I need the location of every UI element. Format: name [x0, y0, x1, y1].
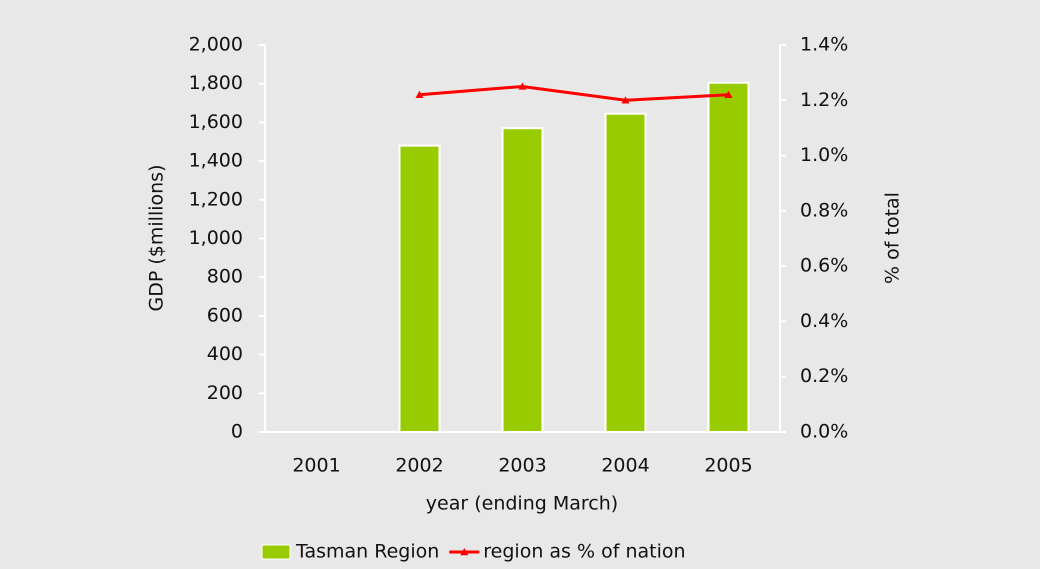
y-tick-label: 400 [207, 343, 243, 365]
y2-tick-label: 0.2% [800, 365, 848, 387]
y2-axis-title: % of total [882, 192, 904, 284]
line-marker [415, 90, 424, 98]
bar [398, 144, 441, 433]
line-marker [621, 96, 630, 104]
y2-tick-label: 0.6% [800, 255, 848, 277]
legend-marker [460, 548, 469, 556]
y2-tick-label: 0.4% [800, 310, 848, 332]
y2-tick-label: 1.0% [800, 144, 848, 166]
y-tick-label: 1,400 [189, 150, 243, 172]
line-marker [518, 82, 527, 90]
y-tick-label: 800 [207, 266, 243, 288]
y-tick-label: 0 [231, 421, 243, 443]
line [419, 84, 729, 102]
y-tick-label: 600 [207, 304, 243, 326]
legend-label: Tasman Region [295, 541, 439, 563]
bar [707, 81, 750, 433]
y-tick-label: 1,000 [189, 227, 243, 249]
y2-tick-label: 0.8% [800, 199, 848, 221]
y2-tick-label: 1.2% [800, 89, 848, 111]
x-tick-label: 2001 [292, 455, 340, 477]
bar [604, 112, 647, 433]
legend-swatch [261, 544, 291, 560]
y2-tick-label: 1.4% [800, 34, 848, 56]
y-tick-label: 1,200 [189, 188, 243, 210]
y2-tick-label: 0.0% [800, 421, 848, 443]
y-axis-title: GDP ($millions) [146, 165, 168, 312]
legend-label: region as % of nation [483, 541, 685, 563]
x-tick-label: 2003 [498, 455, 546, 477]
y-tick-label: 2,000 [189, 34, 243, 56]
x-axis-title: year (ending March) [426, 493, 618, 515]
y-tick-label: 1,800 [189, 72, 243, 94]
y-tick-label: 1,600 [189, 111, 243, 133]
line-marker [724, 90, 733, 98]
bar [501, 127, 544, 434]
x-tick-label: 2005 [704, 455, 752, 477]
x-tick-label: 2002 [395, 455, 443, 477]
y-tick-label: 200 [207, 382, 243, 404]
x-tick-label: 2004 [601, 455, 649, 477]
